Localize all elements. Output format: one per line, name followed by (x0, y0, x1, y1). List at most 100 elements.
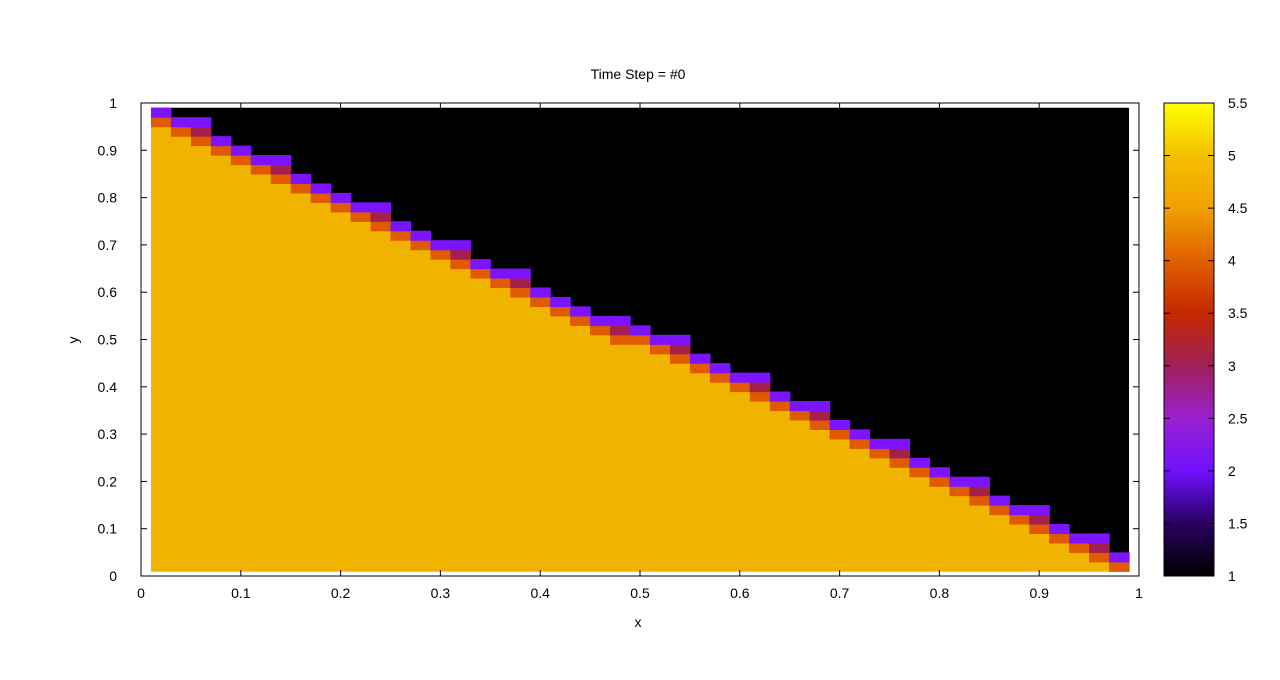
heatmap-cell-filled (1089, 561, 1110, 572)
heatmap-cell-filled (210, 155, 232, 572)
heatmap-cell-interface-upper (570, 306, 591, 317)
heatmap-cell-interface-lower (749, 391, 771, 402)
heatmap-cell-interface-lower (1009, 514, 1030, 525)
heatmap-cell-interface-lower (829, 429, 851, 440)
heatmap-cell-interface-lower (230, 155, 252, 166)
heatmap-cell-interface-mid (370, 211, 392, 222)
heatmap-cell-interface-mid (1029, 514, 1050, 525)
heatmap-cell-interface-lower (989, 505, 1010, 516)
heatmap-cell-interface-lower (729, 382, 751, 393)
heatmap-cell-interface-mid (190, 126, 212, 137)
heatmap-cell-interface-upper (649, 334, 671, 345)
colorbar-tick-label: 3.5 (1228, 305, 1248, 321)
y-tick-label: 0 (109, 568, 117, 584)
heatmap-cell-interface-upper (1069, 533, 1090, 544)
y-tick-label: 0.7 (98, 237, 118, 253)
heatmap-cell-interface-lower (550, 306, 571, 317)
heatmap-cell-interface-mid (450, 249, 471, 260)
x-axis-ticks: 0 0.1 0.2 0.3 0.4 0.5 0.6 0.7 0.8 0.9 1 (137, 103, 1143, 601)
heatmap-cell-interface-lower (310, 192, 332, 203)
heatmap-cell-interface-upper (1089, 533, 1110, 544)
heatmap-cell-filled (290, 192, 312, 572)
heatmap-cell-interface-upper (470, 259, 491, 270)
heatmap-cell-interface-upper (490, 268, 511, 279)
y-axis-ticks: 0 0.1 0.2 0.3 0.4 0.5 0.6 0.7 0.8 0.9 1 (98, 95, 1139, 584)
heatmap-cell-filled (869, 457, 891, 572)
y-tick-label: 0.3 (98, 426, 118, 442)
heatmap-cell-interface-upper (829, 419, 851, 430)
heatmap-cell-interface-upper (1029, 505, 1050, 516)
x-tick-label: 0.1 (231, 585, 251, 601)
heatmap-cell-interface-upper (370, 202, 392, 213)
heatmap-cell-interface-upper (909, 457, 931, 468)
x-tick-label: 0.9 (1029, 585, 1049, 601)
heatmap-cell-interface-lower (1089, 552, 1110, 563)
heatmap-cell-interface-lower (330, 202, 352, 213)
heatmap-cell-interface-lower (190, 136, 212, 147)
heatmap-cell-filled (729, 391, 751, 572)
heatmap-cell-filled (1049, 542, 1070, 572)
heatmap-cell-interface-upper (290, 173, 312, 185)
x-tick-label: 0.4 (530, 585, 550, 601)
heatmap-cell-interface-upper (769, 391, 791, 402)
x-tick-label: 0.3 (431, 585, 451, 601)
heatmap-cell-interface-mid (669, 344, 691, 355)
heatmap-cell-interface-upper (390, 221, 412, 232)
heatmap-cell-filled (1069, 552, 1090, 572)
heatmap-cell-interface-upper (869, 438, 891, 449)
x-tick-label: 0.6 (730, 585, 750, 601)
heatmap-cell-interface-upper (410, 230, 432, 241)
colorbar-tick-label: 5.5 (1228, 95, 1248, 111)
heatmap-cell-filled (1029, 533, 1050, 572)
heatmap-cell-interface-upper (669, 334, 691, 345)
heatmap-cell-filled (909, 476, 931, 572)
heatmap-cell-interface-upper (590, 315, 611, 326)
heatmap-cell-interface-lower (350, 211, 372, 222)
heatmap-cell-interface-lower (849, 438, 871, 449)
heatmap-cell-interface-upper (250, 155, 272, 166)
heatmap-cell-interface-lower (969, 495, 990, 506)
heatmap-cell-interface-lower (250, 164, 272, 175)
heatmap-cell-interface-mid (1089, 542, 1110, 553)
heatmap-cell-interface-upper (430, 240, 451, 251)
colorbar-tick-label: 1.5 (1228, 515, 1248, 531)
heatmap-cell-interface-mid (270, 164, 292, 175)
heatmap-cell-interface-upper (1049, 523, 1070, 535)
heatmap-cell-filled (769, 410, 791, 572)
heatmap-cell-interface-lower (210, 145, 232, 156)
heatmap-cell-interface-lower (709, 372, 731, 383)
heatmap-cell-filled (749, 400, 771, 572)
heatmap-cell-interface-lower (869, 448, 891, 459)
heatmap-cell-filled (450, 268, 471, 572)
heatmap-cell-interface-mid (510, 278, 531, 289)
heatmap-cell-interface-lower (929, 476, 950, 487)
heatmap-cell-interface-lower (809, 419, 831, 430)
heatmap-cell-interface-upper (949, 476, 970, 487)
heatmap-cell-interface-upper (550, 296, 571, 307)
heatmap-cell-interface-mid (749, 382, 771, 393)
heatmap-cell-filled (530, 306, 551, 572)
y-tick-label: 1 (109, 95, 117, 111)
heatmap-cell-interface-lower (909, 467, 931, 478)
heatmap-cell-interface-upper (989, 495, 1010, 506)
x-tick-label: 0.8 (930, 585, 950, 601)
x-tick-label: 0.7 (830, 585, 850, 601)
y-tick-label: 0.1 (98, 521, 118, 537)
heatmap-cell-interface-lower (630, 334, 651, 345)
heatmap-cell-interface-upper (530, 287, 551, 298)
heatmap-cells (150, 107, 1130, 572)
heatmap-cell-interface-lower (510, 287, 531, 298)
heatmap-cell-interface-lower (570, 315, 591, 326)
heatmap-cell-interface-lower (390, 230, 412, 241)
heatmap-cell-filled (570, 325, 591, 572)
heatmap-cell-interface-upper (610, 315, 631, 326)
heatmap-cell-interface-lower (1029, 523, 1050, 535)
heatmap-cell-filled (490, 287, 511, 572)
colorbar (1163, 102, 1215, 577)
heatmap-cell-interface-upper (889, 438, 911, 449)
heatmap-cell-filled (809, 429, 831, 572)
heatmap-cell-interface-lower (270, 173, 292, 185)
y-tick-label: 0.2 (98, 473, 118, 489)
